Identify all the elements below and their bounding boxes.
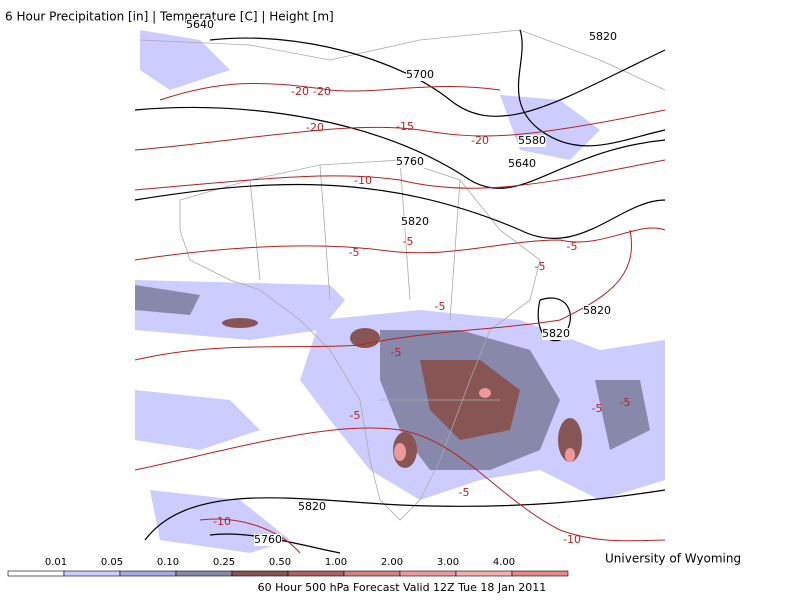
colorbar-label: 3.00 xyxy=(437,557,459,568)
borders xyxy=(139,29,666,521)
temperature-label: -5 xyxy=(349,246,360,259)
temperature-label: -5 xyxy=(535,260,546,273)
temperature-label: -5 xyxy=(403,235,414,248)
label-backing xyxy=(406,69,434,81)
height-label: 5820 xyxy=(542,327,570,340)
label-backing xyxy=(583,305,611,317)
temperature-contours xyxy=(134,82,666,554)
height-label: 5760 xyxy=(254,533,282,546)
credit: University of Wyoming xyxy=(605,552,741,566)
colorbar-label: 0.01 xyxy=(45,557,67,568)
label-backing xyxy=(589,31,617,43)
temperature-label: -5 xyxy=(567,240,578,253)
temperature-label: -5 xyxy=(391,346,402,359)
colorbar-label: 0.05 xyxy=(101,557,123,568)
label-backing xyxy=(542,328,570,340)
colorbar-label: 1.00 xyxy=(325,557,347,568)
colorbar-label: 2.00 xyxy=(381,557,403,568)
label-backing xyxy=(508,158,536,170)
temperature-label: -5 xyxy=(435,300,446,313)
colorbar-swatch xyxy=(119,570,177,577)
precip-intense xyxy=(394,388,575,462)
colorbar-swatch xyxy=(343,570,401,577)
temperature-label: -20 xyxy=(291,85,309,98)
colorbar-swatch xyxy=(511,570,569,577)
temperature-label: -20 xyxy=(306,121,324,134)
height-label: 5820 xyxy=(589,30,617,43)
label-backing xyxy=(186,19,214,31)
height-label: 5640 xyxy=(186,18,214,31)
colorbar: 0.01 0.05 0.10 0.25 0.50 1.00 2.00 3.00 4.00 xyxy=(7,557,569,577)
colorbar-label: 0.25 xyxy=(213,557,235,568)
temperature-label: -5 xyxy=(459,486,470,499)
height-label: 5700 xyxy=(406,68,434,81)
height-label: 5820 xyxy=(298,500,326,513)
label-backing xyxy=(298,501,326,513)
colorbar-swatch xyxy=(399,570,457,577)
temperature-labels: -20 -20 -20 -15 -20 -10 -5 -5 -5 -5 -5 -5 -10 -10 -5 -5… xyxy=(213,85,630,546)
height-label: 5640 xyxy=(508,157,536,170)
label-backing xyxy=(254,534,282,546)
height-label: 5820 xyxy=(583,304,611,317)
temperature-label: -5 xyxy=(592,402,603,415)
label-backing xyxy=(401,216,429,228)
height-label: 5760 xyxy=(396,155,424,168)
height-labels: 5640 5700 5580 5640 5760 5820 5820 5820 5820 5820… xyxy=(186,18,617,546)
label-backing xyxy=(396,156,424,168)
colorbar-swatch xyxy=(455,570,513,577)
temperature-label: -10 xyxy=(563,533,581,546)
colorbar-swatch xyxy=(63,570,121,577)
temperature-label: -20 xyxy=(471,134,489,147)
label-backing xyxy=(518,135,546,147)
map: 5640 5700 5580 5640 5760 5820 5820 5820 5820 5820… xyxy=(134,18,666,554)
colorbar-swatch xyxy=(175,570,233,577)
colorbar-swatch xyxy=(7,570,65,577)
temperature-label: -15 xyxy=(396,120,414,133)
temperature-label: -5 xyxy=(350,409,361,422)
temperature-label: -10 xyxy=(354,174,372,187)
footer: 60 Hour 500 hPa Forecast Valid 12Z Tue 1… xyxy=(258,581,547,594)
temperature-label: -20 xyxy=(313,85,331,98)
colorbar-label: 0.10 xyxy=(157,557,179,568)
temperature-label: -5 xyxy=(620,396,631,409)
height-label: 5820 xyxy=(401,215,429,228)
colorbar-swatch xyxy=(287,570,345,577)
colorbar-swatch xyxy=(231,570,289,577)
title: 6 Hour Precipitation [in] | Temperature … xyxy=(5,10,334,24)
colorbar-label: 0.50 xyxy=(269,557,291,568)
height-label: 5580 xyxy=(518,134,546,147)
temperature-label: -10 xyxy=(213,515,231,528)
colorbar-label: 4.00 xyxy=(493,557,515,568)
